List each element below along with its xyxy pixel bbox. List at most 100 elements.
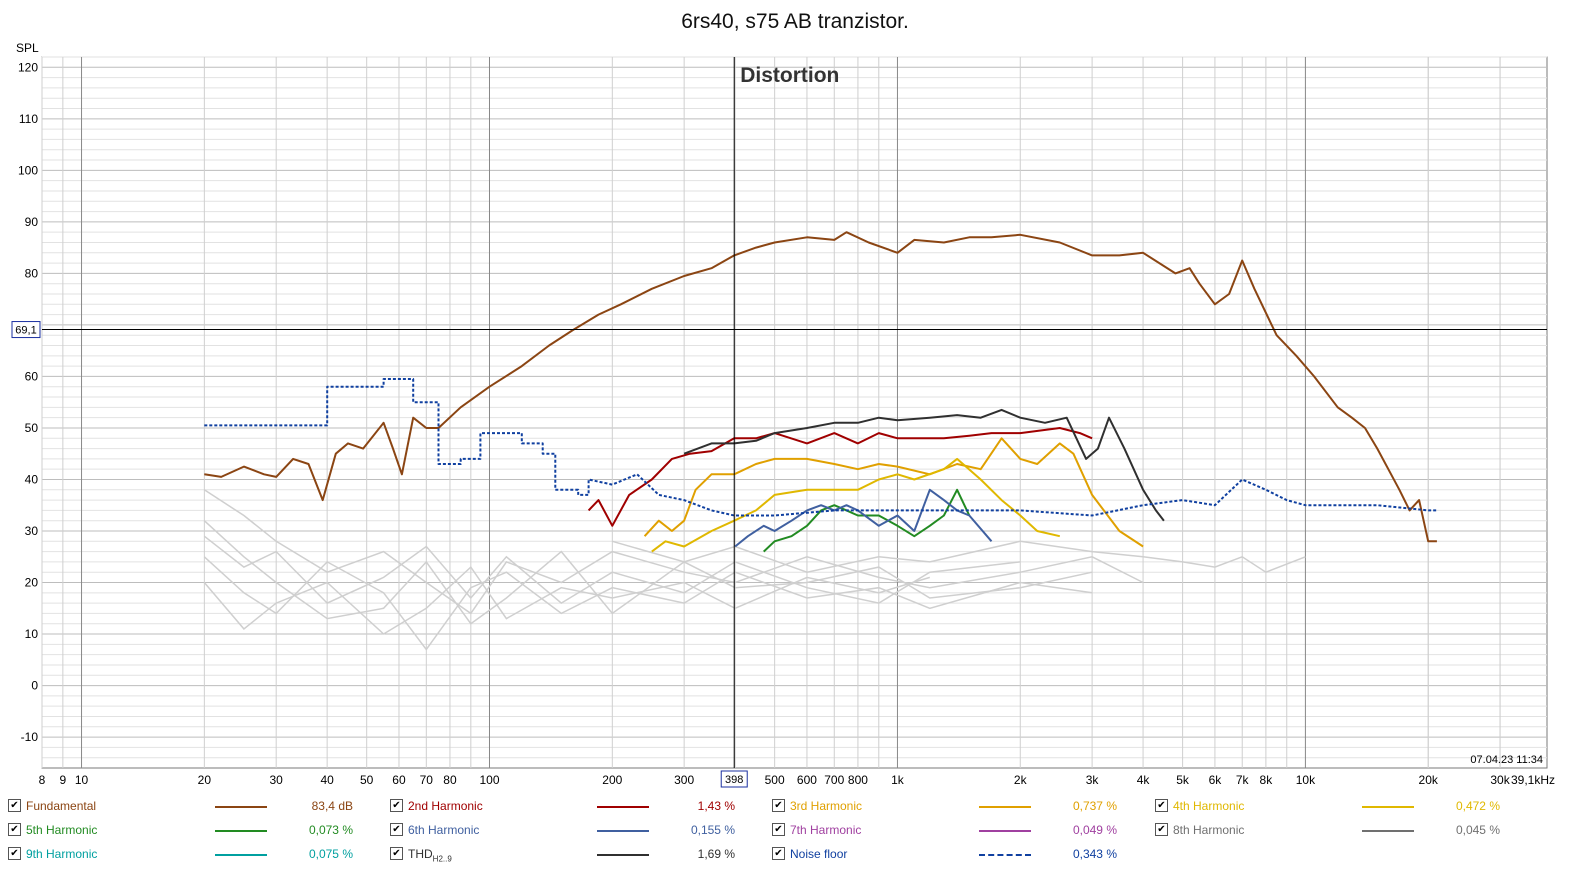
legend-item-8th-harmonic[interactable]: ✔ 8th Harmonic 0,045 %: [1155, 820, 1525, 840]
thd-label-subscript: H2..9: [432, 854, 452, 864]
legend-swatch-noise-floor: [979, 854, 1031, 856]
y-tick-label: 0: [31, 679, 38, 693]
legend-checkbox-8th-harmonic[interactable]: ✔: [1155, 823, 1168, 836]
x-tick-label: 10k: [1296, 773, 1316, 787]
series-line-fundamental[interactable]: [204, 231, 1437, 543]
legend-swatch-fundamental: [215, 806, 267, 808]
legend-swatch-3rd-harmonic: [979, 806, 1031, 808]
legend-item-3rd-harmonic[interactable]: ✔ 3rd Harmonic 0,737 %: [772, 796, 1142, 816]
x-tick-label: 1k: [891, 773, 905, 787]
y-tick-label: 100: [18, 163, 38, 177]
x-tick-label: 800: [848, 773, 868, 787]
legend-item-6th-harmonic[interactable]: ✔ 6th Harmonic 0,155 %: [390, 820, 760, 840]
plot-area: [41, 56, 1548, 769]
legend-item-4th-harmonic[interactable]: ✔ 4th Harmonic 0,472 %: [1155, 796, 1525, 816]
legend-value-6th-harmonic: 0,155 %: [690, 823, 735, 837]
legend-checkbox-noise-floor[interactable]: ✔: [772, 847, 785, 860]
legend-checkbox-9th-harmonic[interactable]: ✔: [8, 847, 21, 860]
legend-swatch-4th-harmonic: [1362, 806, 1414, 808]
y-tick-label: 50: [25, 421, 39, 435]
legend-item-noise-floor[interactable]: ✔ Noise floor 0,343 %: [772, 844, 1142, 864]
legend-value-9th-harmonic: 0,075 %: [308, 847, 353, 861]
x-tick-label: 60: [392, 773, 406, 787]
legend-swatch-6th-harmonic: [597, 830, 649, 832]
y-tick-label: 30: [25, 524, 39, 538]
series-line-5th-harmonic[interactable]: [763, 488, 971, 553]
x-tick-label: 8: [39, 773, 46, 787]
legend-checkbox-5th-harmonic[interactable]: ✔: [8, 823, 21, 836]
legend-item-2nd-harmonic[interactable]: ✔ 2nd Harmonic 1,43 %: [390, 796, 760, 816]
y-tick-label: 40: [25, 472, 39, 486]
x-tick-label: 30k: [1490, 773, 1510, 787]
legend-item-7th-harmonic[interactable]: ✔ 7th Harmonic 0,049 %: [772, 820, 1142, 840]
series-line-noise-floor[interactable]: [204, 378, 1437, 517]
x-tick-label: 20: [198, 773, 212, 787]
y-tick-label: 120: [18, 60, 38, 74]
legend-checkbox-fundamental[interactable]: ✔: [8, 799, 21, 812]
x-tick-label: 8k: [1260, 773, 1274, 787]
legend-item-5th-harmonic[interactable]: ✔ 5th Harmonic 0,073 %: [8, 820, 378, 840]
series-line-3rd-harmonic[interactable]: [643, 437, 1144, 548]
x-tick-label: 2k: [1014, 773, 1028, 787]
legend-swatch-7th-harmonic: [979, 830, 1031, 832]
x-tick-label: 39,1kHz: [1511, 773, 1555, 787]
y-tick-label: 20: [25, 576, 39, 590]
background-trace: [203, 520, 1093, 625]
x-tick-label: 70: [420, 773, 434, 787]
legend-swatch-2nd-harmonic: [597, 806, 649, 808]
legend-swatch-8th-harmonic: [1362, 830, 1414, 832]
x-tick-label: 600: [797, 773, 817, 787]
x-tick-label: 3k: [1086, 773, 1100, 787]
x-tick-label: 50: [360, 773, 374, 787]
legend-swatch-9th-harmonic: [215, 854, 267, 856]
x-tick-label: 5k: [1176, 773, 1190, 787]
legend-value-noise-floor: 0,343 %: [1072, 847, 1117, 861]
legend-label-5th-harmonic: 5th Harmonic: [26, 823, 98, 837]
cursor-x-readout: 398: [725, 774, 743, 786]
series-line-thd-h2-9[interactable]: [683, 408, 1165, 522]
legend-checkbox-3rd-harmonic[interactable]: ✔: [772, 799, 785, 812]
legend-value-3rd-harmonic: 0,737 %: [1072, 799, 1117, 813]
cursor-y-readout-box: [11, 321, 41, 339]
y-axis-label: SPL: [16, 41, 39, 55]
background-trace: [203, 489, 1144, 615]
background-trace: [203, 535, 1021, 605]
thd-label-text: THD: [408, 847, 433, 861]
y-tick-label: -10: [21, 730, 39, 744]
legend-label-8th-harmonic: 8th Harmonic: [1173, 823, 1245, 837]
legend-checkbox-thd[interactable]: ✔: [390, 847, 403, 860]
legend-label-2nd-harmonic: 2nd Harmonic: [408, 799, 483, 813]
legend-item-thd[interactable]: ✔ THDH2..9 1,69 %: [390, 844, 760, 864]
legend-label-6th-harmonic: 6th Harmonic: [408, 823, 480, 837]
legend-swatch-thd: [597, 854, 649, 856]
legend-value-thd: 1,69 %: [697, 847, 735, 861]
legend: ✔ Fundamental 83,4 dB ✔ 5th Harmonic 0,0…: [0, 792, 1590, 872]
x-tick-label: 10: [75, 773, 89, 787]
y-tick-label: 60: [25, 369, 39, 383]
x-tick-label: 500: [765, 773, 785, 787]
series-line-4th-harmonic[interactable]: [651, 457, 1061, 553]
legend-item-9th-harmonic[interactable]: ✔ 9th Harmonic 0,075 %: [8, 844, 378, 864]
cursor-y-readout: 69,1: [15, 325, 36, 337]
legend-value-4th-harmonic: 0,472 %: [1455, 799, 1500, 813]
legend-value-fundamental: 83,4 dB: [311, 799, 353, 813]
x-tick-label: 7k: [1236, 773, 1250, 787]
x-tick-label: 30: [270, 773, 284, 787]
background-trace: [203, 565, 931, 635]
legend-checkbox-6th-harmonic[interactable]: ✔: [390, 823, 403, 836]
legend-value-7th-harmonic: 0,049 %: [1072, 823, 1117, 837]
legend-item-fundamental[interactable]: ✔ Fundamental 83,4 dB: [8, 796, 378, 816]
legend-checkbox-4th-harmonic[interactable]: ✔: [1155, 799, 1168, 812]
graph-label: Distortion: [740, 64, 839, 87]
legend-checkbox-7th-harmonic[interactable]: ✔: [772, 823, 785, 836]
legend-swatch-5th-harmonic: [215, 830, 267, 832]
legend-label-3rd-harmonic: 3rd Harmonic: [790, 799, 863, 813]
legend-checkbox-2nd-harmonic[interactable]: ✔: [390, 799, 403, 812]
series-line-6th-harmonic[interactable]: [734, 488, 993, 548]
timestamp: 07.04.23 11:34: [1470, 754, 1543, 766]
legend-label-noise-floor: Noise floor: [790, 847, 848, 861]
y-tick-label: 10: [25, 627, 39, 641]
series-line-2nd-harmonic[interactable]: [587, 427, 1093, 527]
legend-value-2nd-harmonic: 1,43 %: [697, 799, 735, 813]
